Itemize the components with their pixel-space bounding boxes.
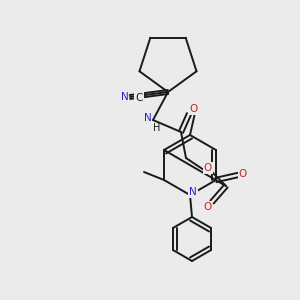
Text: O: O bbox=[204, 163, 212, 173]
Text: N: N bbox=[121, 92, 129, 102]
Text: O: O bbox=[189, 104, 197, 114]
Text: N: N bbox=[189, 187, 197, 197]
Text: O: O bbox=[203, 202, 211, 212]
Text: C: C bbox=[135, 93, 143, 103]
Text: O: O bbox=[239, 169, 247, 179]
Text: H: H bbox=[153, 123, 161, 133]
Text: N: N bbox=[144, 113, 152, 123]
